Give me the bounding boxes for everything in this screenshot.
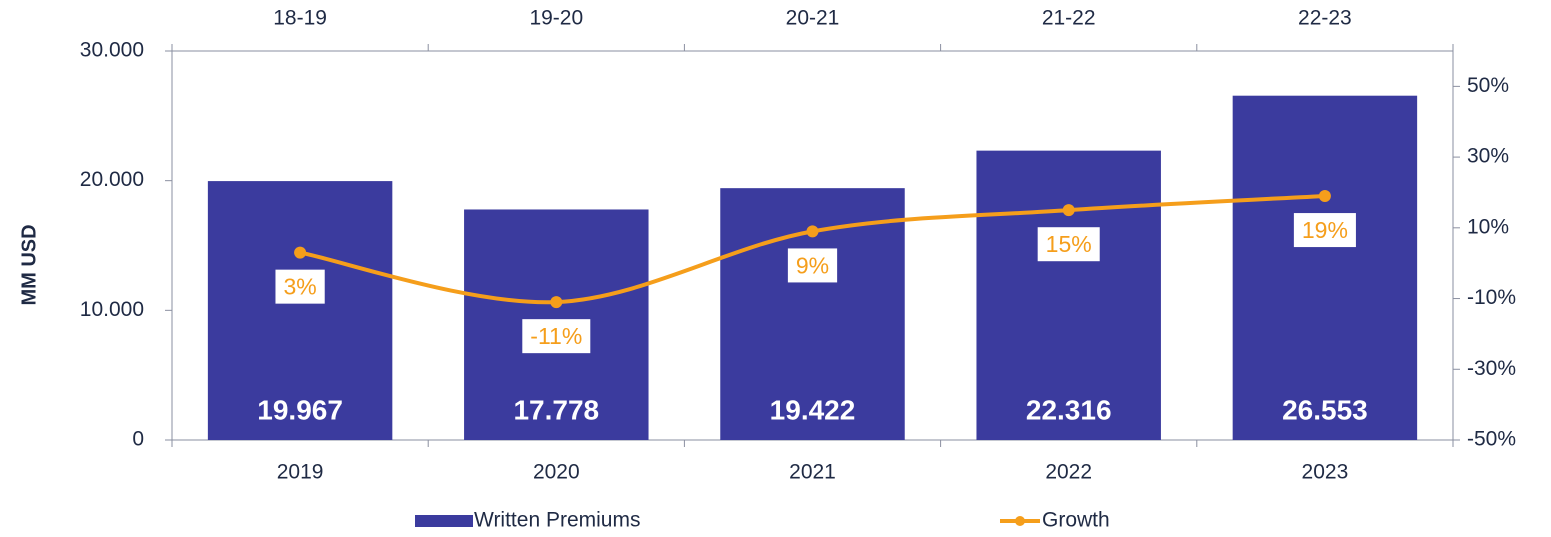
bar-value-label: 22.316: [1026, 394, 1112, 425]
x2-tick-label: 22-23: [1298, 7, 1352, 30]
label-box: [1293, 213, 1356, 248]
y2-tick-label: -30%: [1467, 357, 1516, 380]
y2-tick-label: 10%: [1467, 215, 1509, 238]
x2-tick-label: 20-21: [786, 7, 840, 30]
y2-tick-label: -50%: [1467, 428, 1516, 451]
x-tick-label: 2022: [1045, 461, 1092, 484]
x-tick-label: 2021: [789, 461, 836, 484]
label-box: [1037, 227, 1100, 262]
growth-value-label: 19%: [1302, 217, 1348, 243]
bar-value-label: 17.778: [513, 394, 599, 425]
y-tick-label: 20.000: [80, 168, 144, 191]
legend-swatch: [1015, 516, 1025, 526]
growth-value-label: -11%: [530, 323, 582, 349]
legend-label: Growth: [1042, 509, 1110, 532]
bar: [976, 150, 1161, 440]
x-tick-label: 2019: [277, 461, 324, 484]
label-box: [275, 269, 325, 304]
growth-point: [806, 225, 819, 238]
label-box: [787, 248, 838, 283]
legend-swatch: [415, 515, 473, 527]
growth-value-label: 3%: [283, 274, 316, 300]
growth-point: [1062, 204, 1075, 217]
growth-point: [294, 246, 307, 259]
growth-value-label: 9%: [796, 252, 829, 278]
y2-tick-label: 50%: [1467, 74, 1509, 97]
bar-value-label: 19.422: [770, 394, 856, 425]
label-box: [522, 319, 591, 354]
growth-point: [1318, 189, 1331, 202]
bar-value-label: 19.967: [257, 394, 343, 425]
y2-tick-label: -10%: [1467, 286, 1516, 309]
x2-tick-label: 19-20: [529, 7, 583, 30]
x-tick-label: 2023: [1302, 461, 1349, 484]
y-tick-label: 10.000: [80, 298, 144, 321]
y-tick-label: 30.000: [80, 39, 144, 62]
y2-tick-label: 30%: [1467, 145, 1509, 168]
bar-value-label: 26.553: [1282, 394, 1368, 425]
y-axis-label: MM USD: [18, 224, 40, 305]
y-tick-label: 0: [132, 428, 144, 451]
legend-label: Written Premiums: [474, 509, 640, 532]
x2-tick-label: 18-19: [273, 7, 327, 30]
growth-point: [550, 296, 563, 309]
bar: [207, 181, 393, 440]
growth-value-label: 15%: [1046, 231, 1092, 257]
x2-tick-label: 21-22: [1042, 7, 1096, 30]
x-tick-label: 2020: [533, 461, 580, 484]
bar: [1232, 95, 1418, 440]
